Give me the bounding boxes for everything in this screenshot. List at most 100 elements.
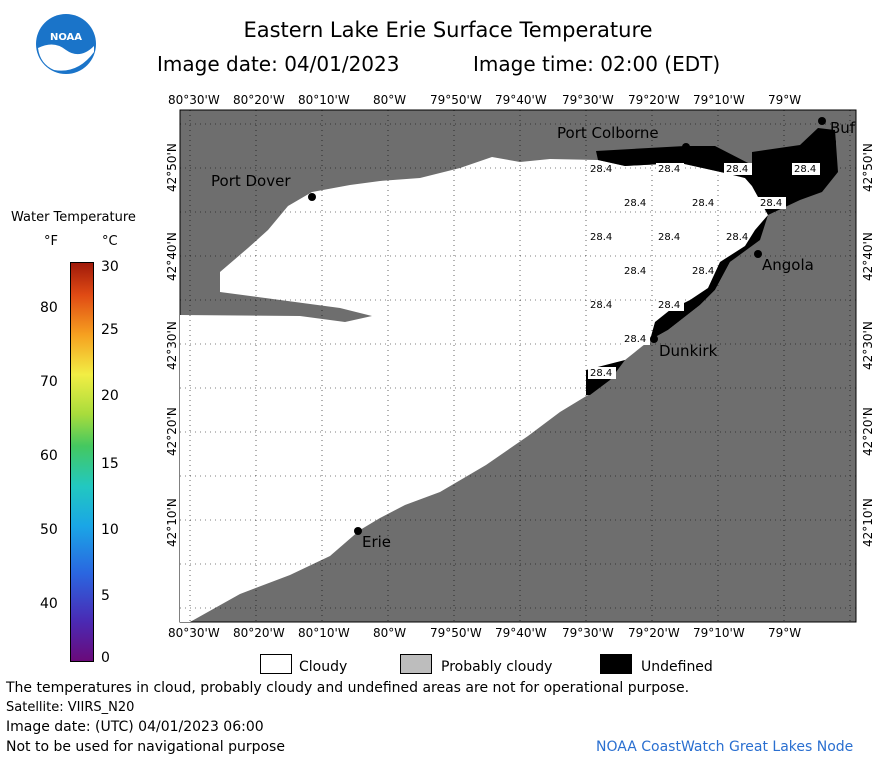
temperature-reading: 28.4 xyxy=(624,198,646,209)
image-date: Image date: 04/01/2023 xyxy=(157,52,400,76)
temperature-reading-box xyxy=(588,367,616,379)
longitude-label-bottom: 79°30'W xyxy=(562,626,614,640)
celsius-tick: 5 xyxy=(101,588,110,604)
temperature-reading: 28.4 xyxy=(590,368,612,379)
fahrenheit-tick: 60 xyxy=(40,448,58,464)
longitude-label-bottom: 80°30'W xyxy=(168,626,220,640)
longitude-label-bottom: 79°20'W xyxy=(628,626,680,640)
celsius-tick: 30 xyxy=(101,259,119,275)
key-probably-cloudy-label: Probably cloudy xyxy=(441,659,553,675)
temperature-reading-box xyxy=(656,299,684,311)
longitude-label-bottom: 79°50'W xyxy=(430,626,482,640)
noaa-logo: NOAA xyxy=(34,12,98,80)
temperature-color-scale xyxy=(70,262,94,662)
fahrenheit-tick: 40 xyxy=(40,596,58,612)
fahrenheit-tick: 70 xyxy=(40,374,58,390)
disclaimer: The temperatures in cloud, probably clou… xyxy=(6,680,690,696)
key-cloudy-swatch xyxy=(260,654,292,674)
latitude-label-right: 42°50'N xyxy=(861,143,875,192)
temperature-reading: 28.4 xyxy=(590,164,612,175)
noaa-logo-text: NOAA xyxy=(50,32,82,43)
temperature-reading: 28.4 xyxy=(658,232,680,243)
latitude-label-right: 42°30'N xyxy=(861,321,875,370)
unit-celsius: °C xyxy=(102,234,118,249)
label-angola: Angola xyxy=(762,256,814,274)
key-undefined-label: Undefined xyxy=(641,659,713,675)
lake-cloudy-area xyxy=(180,157,768,622)
label-buffalo: Buf xyxy=(830,119,856,137)
longitude-label-bottom: 80°W xyxy=(373,626,407,640)
page-title: Eastern Lake Erie Surface Temperature xyxy=(243,18,653,42)
temperature-reading: 28.4 xyxy=(624,266,646,277)
latitude-label-left: 42°10'N xyxy=(165,498,179,547)
longitude-label-top: 79°30'W xyxy=(562,93,614,107)
image-time: Image time: 02:00 (EDT) xyxy=(473,52,721,76)
buffalo-dot xyxy=(818,117,826,125)
longitude-label-top: 79°50'W xyxy=(430,93,482,107)
longitude-label-top: 80°30'W xyxy=(168,93,220,107)
dunkirk-dot xyxy=(650,335,658,343)
temperature-reading-box xyxy=(656,163,684,175)
key-probably-cloudy-swatch xyxy=(400,654,432,674)
longitude-label-bottom: 80°10'W xyxy=(298,626,350,640)
buffalo-dot-2 xyxy=(828,138,836,146)
longitude-label-bottom: 79°W xyxy=(768,626,802,640)
key-undefined-swatch xyxy=(600,654,632,674)
longitude-label-top: 80°20'W xyxy=(233,93,285,107)
latitude-label-right: 42°10'N xyxy=(861,498,875,547)
unit-fahrenheit: °F xyxy=(44,234,58,249)
erie-dot xyxy=(354,527,362,535)
temperature-reading: 28.4 xyxy=(658,164,680,175)
latitude-label-left: 42°50'N xyxy=(165,143,179,192)
credit: NOAA CoastWatch Great Lakes Node xyxy=(596,739,854,755)
temperature-reading: 28.4 xyxy=(692,266,714,277)
utc-date: Image date: (UTC) 04/01/2023 06:00 xyxy=(6,719,264,735)
angola-dot xyxy=(754,250,762,258)
celsius-tick: 25 xyxy=(101,322,119,338)
temperature-reading-box xyxy=(758,197,786,209)
longitude-label-top: 80°W xyxy=(373,93,407,107)
latitude-label-right: 42°40'N xyxy=(861,232,875,281)
temperature-reading: 28.4 xyxy=(590,300,612,311)
label-port-dover: Port Dover xyxy=(211,172,291,190)
longitude-label-bottom: 79°10'W xyxy=(693,626,745,640)
lake-erie-map: Port Colborne Port Dover Angola Dunkirk … xyxy=(179,109,857,623)
temperature-reading-box xyxy=(792,163,820,175)
label-erie: Erie xyxy=(362,533,391,551)
longitude-label-bottom: 79°40'W xyxy=(495,626,547,640)
longitude-label-top: 79°10'W xyxy=(693,93,745,107)
temperature-reading: 28.4 xyxy=(658,300,680,311)
label-dunkirk: Dunkirk xyxy=(659,342,718,360)
latitude-label-left: 42°40'N xyxy=(165,232,179,281)
latitude-label-right: 42°20'N xyxy=(861,407,875,456)
temperature-reading: 28.4 xyxy=(692,198,714,209)
longitude-label-top: 79°W xyxy=(768,93,802,107)
latitude-label-left: 42°20'N xyxy=(165,407,179,456)
temperature-reading: 28.4 xyxy=(794,164,816,175)
longitude-label-top: 80°10'W xyxy=(298,93,350,107)
nav-warning: Not to be used for navigational purpose xyxy=(6,739,285,755)
label-port-colborne: Port Colborne xyxy=(557,124,659,142)
legend-title: Water Temperature xyxy=(11,210,136,225)
key-cloudy-label: Cloudy xyxy=(299,659,348,675)
satellite: Satellite: VIIRS_N20 xyxy=(6,700,135,715)
map-gridlines xyxy=(180,110,856,622)
celsius-tick: 10 xyxy=(101,522,119,538)
latitude-label-left: 42°30'N xyxy=(165,321,179,370)
port-dover-dot xyxy=(308,193,316,201)
port-colborne-dot xyxy=(682,143,690,151)
celsius-tick: 0 xyxy=(101,650,110,666)
temperature-reading-box xyxy=(724,163,752,175)
temperature-reading: 28.4 xyxy=(726,164,748,175)
undefined-north-shore xyxy=(596,146,752,186)
temperature-reading: 28.4 xyxy=(760,198,782,209)
temperature-readings: 28.4 28.4 28.4 28.4 28.4 28.4 28.4 28.4 28.4 28.4… xyxy=(588,163,820,379)
longitude-label-bottom: 80°20'W xyxy=(233,626,285,640)
longitude-label-top: 79°20'W xyxy=(628,93,680,107)
longitude-label-top: 79°40'W xyxy=(495,93,547,107)
temperature-reading: 28.4 xyxy=(624,334,646,345)
fahrenheit-tick: 50 xyxy=(40,522,58,538)
temperature-reading-box xyxy=(622,333,650,345)
temperature-reading: 28.4 xyxy=(590,232,612,243)
celsius-tick: 20 xyxy=(101,388,119,404)
